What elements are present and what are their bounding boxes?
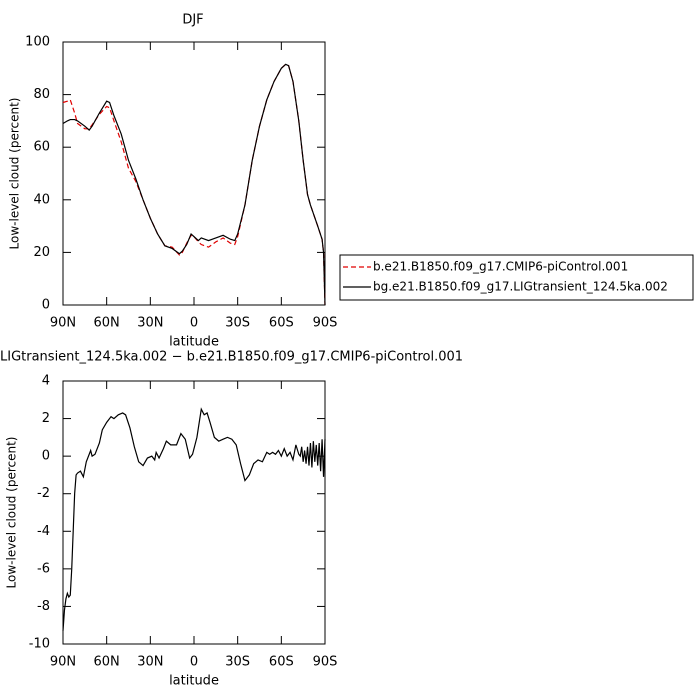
x-tick-label: 90N [50,316,76,331]
data-line [62,63,326,306]
x-tick-label: 60S [269,655,294,670]
data-line [62,63,326,306]
x-tick-label: 90S [313,316,338,331]
x-tick-label: 0 [190,316,198,331]
chart-title: DJF [182,13,203,28]
plot-frame [62,380,326,645]
x-axis-label: latitude [169,674,219,689]
y-tick-label: 80 [33,87,50,102]
legend-label: bg.e21.B1850.f09_g17.LIGtransient_124.5k… [373,280,668,294]
y-tick-label: 100 [25,35,50,50]
x-tick-label: 30N [137,655,163,670]
chart-title: LIGtransient_124.5ka.002 − b.e21.B1850.f… [0,350,463,365]
x-axis-label: latitude [169,335,219,350]
x-tick-label: 0 [190,655,198,670]
y-tick-label: -4 [37,524,50,539]
y-tick-label: 20 [33,245,50,260]
y-tick-label: 4 [42,374,50,389]
y-tick-label: 0 [42,298,50,313]
x-tick-label: 30S [225,655,250,670]
x-tick-label: 30S [225,316,250,331]
y-tick-label: -2 [37,486,50,501]
y-axis-label: Low-level cloud (percent) [5,437,19,589]
x-tick-label: 60N [94,316,120,331]
y-tick-label: -6 [37,561,50,576]
x-tick-label: 90S [313,655,338,670]
y-axis-label: Low-level cloud (percent) [8,98,22,250]
data-line [62,407,326,631]
y-tick-label: -10 [29,637,50,652]
legend-box [339,254,694,301]
y-tick-label: 60 [33,140,50,155]
y-tick-label: 2 [42,411,50,426]
y-tick-label: -8 [37,599,50,614]
x-tick-label: 30N [137,316,163,331]
x-tick-label: 60S [269,316,294,331]
y-tick-label: 0 [42,449,50,464]
legend-label: b.e21.B1850.f09_g17.CMIP6-piControl.001 [373,260,628,274]
x-tick-label: 90N [50,655,76,670]
plot-frame [62,41,326,306]
x-tick-label: 60N [94,655,120,670]
y-tick-label: 40 [33,192,50,207]
